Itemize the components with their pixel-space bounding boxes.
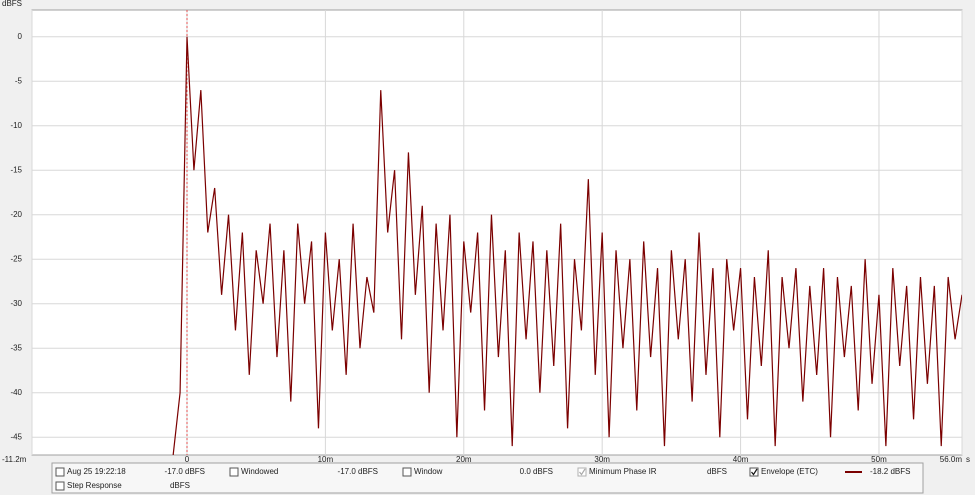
y-tick-label: -30 [10,299,22,308]
legend-label: Window [414,467,443,476]
x-tick-label: 30m [594,455,610,464]
y-tick-label: 0 [18,32,23,41]
legend-label: Aug 25 19:22:18 [67,467,126,476]
checkmark [751,468,758,476]
checkmark [579,468,586,476]
x-tick-label: 56.0m [940,455,963,464]
y-tick-label: -40 [10,388,22,397]
y-tick-label: -15 [10,165,22,174]
x-axis-unit: s [966,455,970,464]
legend-label: Step Response [67,481,122,490]
legend-reading: dBFS [170,481,190,490]
checkbox[interactable] [402,467,412,477]
checkbox[interactable] [55,467,65,477]
legend-reading: -18.2 dBFS [870,467,910,476]
legend-label: Envelope (ETC) [761,467,818,476]
legend-reading: -17.0 dBFS [338,467,378,476]
x-tick-label: 10m [318,455,334,464]
checkbox[interactable] [55,481,65,491]
legend-label: Minimum Phase IR [589,467,657,476]
y-tick-label: -25 [10,254,22,263]
x-tick-label: 0 [185,455,190,464]
plot-clip [172,10,962,455]
legend-reading: dBFS [707,467,727,476]
y-axis-label: dBFS [2,0,22,8]
data-line [172,36,962,455]
checkbox[interactable] [577,467,587,477]
legend-panel [51,462,924,494]
y-tick-label: -35 [10,343,22,352]
y-tick-label: -5 [15,76,23,85]
x-tick-label: 40m [733,455,749,464]
legend-reading: 0.0 dBFS [520,467,553,476]
x-tick-label: 20m [456,455,472,464]
legend-label: Windowed [241,467,278,476]
x-tick-label: -11.2m [2,455,27,464]
y-tick-label: -10 [10,121,22,130]
legend-reading: -17.0 dBFS [165,467,205,476]
plot-area [31,9,963,456]
checkbox[interactable] [749,467,759,477]
y-tick-label: -20 [10,210,22,219]
y-tick-label: -45 [10,432,22,441]
x-tick-label: 50m [871,455,887,464]
checkbox[interactable] [229,467,239,477]
